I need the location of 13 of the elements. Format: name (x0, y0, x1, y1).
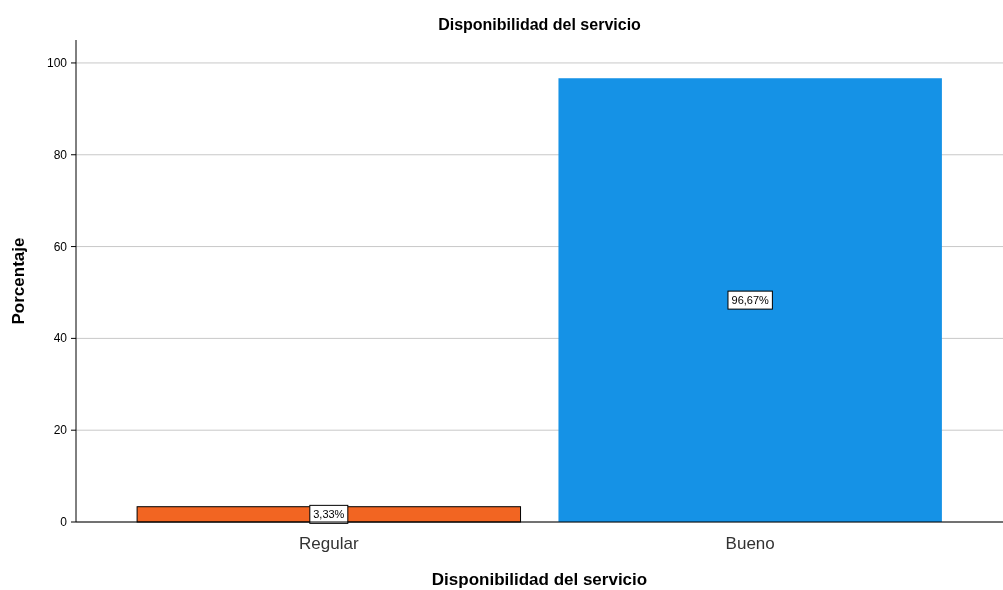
x-tick-label: Bueno (725, 534, 775, 553)
x-axis-title: Disponibilidad del servicio (431, 570, 648, 589)
y-tick-label: 60 (53, 239, 68, 254)
chart-title: Disponibilidad del servicio (438, 16, 642, 33)
y-tick-label: 0 (60, 515, 68, 529)
y-axis-title: Porcentaje (9, 237, 28, 325)
data-label: 3,33% (313, 508, 345, 521)
y-tick-label: 40 (53, 331, 68, 346)
data-label: 96,67% (731, 294, 770, 307)
y-tick-label: 80 (53, 147, 68, 162)
x-tick-label: Regular (299, 534, 359, 553)
y-tick-label: 100 (46, 55, 68, 70)
y-tick-label: 20 (53, 423, 68, 438)
